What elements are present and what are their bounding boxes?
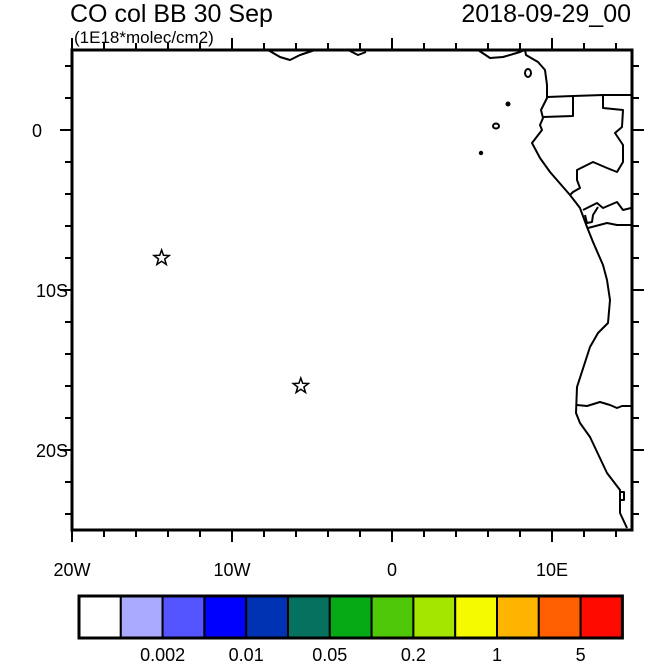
island-principe (505, 101, 511, 107)
lon-label: 0 (387, 560, 397, 580)
colorbar-label: 0.05 (312, 645, 347, 665)
colorbar-label: 5 (576, 645, 586, 665)
coastline-segment (587, 222, 631, 229)
star-marker-icon (291, 375, 311, 395)
map-frame (70, 48, 634, 532)
colorbar-box (287, 595, 331, 639)
colorbar-box (161, 595, 206, 639)
coastline-segment (524, 49, 628, 529)
lat-label: 20S (36, 441, 68, 461)
star-marker-icon (151, 247, 172, 267)
coastline-segment (267, 49, 316, 61)
coastline-segment (584, 206, 599, 224)
plot-units: (1E18*molec/cm2) (74, 28, 214, 47)
lon-label: 20W (53, 560, 90, 580)
coastline-segment (349, 50, 367, 56)
colorbar-box (119, 595, 164, 639)
colorbar-frame (77, 594, 624, 640)
colorbar-label: 0.01 (229, 645, 264, 665)
colorbar-box (412, 595, 457, 639)
colorbar-box (328, 595, 373, 639)
colorbar-label: 0.002 (140, 645, 185, 665)
lon-label: 10E (536, 560, 568, 580)
colorbar: 0.002 0.01 0.05 0.2 1 5 (77, 594, 624, 665)
colorbar-box (245, 595, 289, 639)
island-sao-tome (492, 122, 500, 130)
colorbar-label: 1 (492, 645, 502, 665)
colorbar-box (579, 595, 624, 639)
coastline-segment (620, 491, 625, 501)
coastline-segment (576, 401, 631, 409)
coastline-segment (582, 201, 632, 211)
colorbar-box (203, 595, 248, 639)
colorbar-box (496, 595, 540, 639)
colorbar-box (78, 595, 122, 639)
axis-labels: 20W 10W 0 10E 0 10S 20S (32, 121, 568, 580)
lon-label: 10W (213, 560, 250, 580)
colorbar-box (454, 595, 499, 639)
lat-label: 10S (36, 281, 68, 301)
colorbar-box (370, 595, 415, 639)
markers (151, 247, 311, 395)
coastline-segment (569, 94, 624, 196)
axis-ticks (60, 38, 644, 542)
coastline-segment (542, 95, 574, 118)
plot-date: 2018-09-29_00 (461, 0, 631, 28)
island-bioko (524, 68, 532, 78)
lat-label: 0 (32, 121, 42, 141)
island-annobon (478, 150, 484, 156)
plot-title: CO col BB 30 Sep (70, 0, 273, 28)
coastlines (267, 49, 632, 529)
colorbar-box (537, 595, 582, 639)
colorbar-label: 0.2 (401, 645, 426, 665)
